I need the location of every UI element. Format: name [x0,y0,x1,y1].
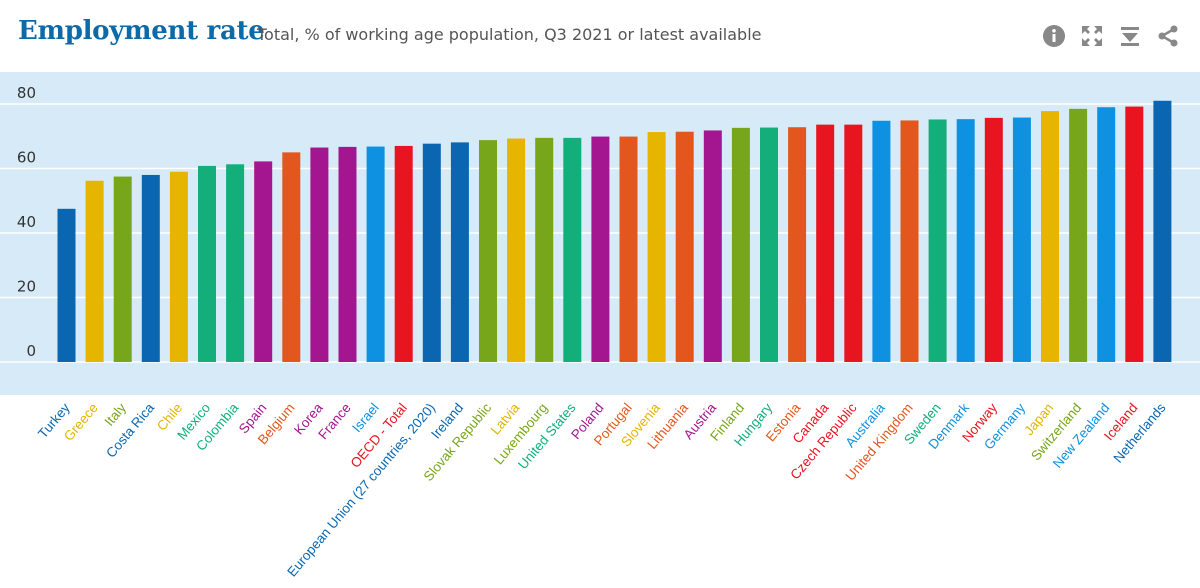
chart-header: Employment rate Total, % of working age … [0,0,1200,72]
bar [1097,107,1116,362]
bar [1125,106,1144,362]
bar [422,143,441,362]
bar [254,161,273,362]
share-icon[interactable] [1156,24,1180,48]
bar [282,152,301,362]
bar [310,147,329,362]
bar [816,124,835,362]
fullscreen-icon[interactable] [1080,24,1104,48]
bar [226,164,245,362]
bar [675,131,694,362]
bar [900,120,919,362]
bar [619,136,638,362]
bar [85,180,104,362]
y-tick-label: 40 [17,213,36,231]
bar [956,119,975,362]
bar [872,120,891,362]
bar [450,142,469,362]
chart-title: Employment rate [18,16,265,46]
bar [844,124,863,362]
bar [1041,111,1059,362]
bar [57,208,76,362]
y-tick-label: 60 [17,149,36,167]
y-tick-label: 80 [17,84,36,102]
info-icon[interactable] [1042,24,1066,48]
bar [788,127,807,362]
bar [647,132,666,362]
bar [535,137,554,362]
bar [394,145,413,362]
bar [703,130,722,362]
bar [591,136,610,362]
bar [479,140,497,362]
bar [984,117,1003,363]
bar [928,119,947,362]
download-icon[interactable] [1118,24,1142,48]
bar [169,171,188,362]
y-tick-label: 0 [26,342,36,360]
y-tick-label: 20 [17,278,36,296]
chart-subtitle: Total, % of working age population, Q3 2… [257,25,762,44]
bar [113,176,132,362]
bar [563,137,582,362]
bar [507,138,526,362]
bar [1069,108,1088,363]
bar [760,127,778,362]
toolbar [1042,22,1180,50]
bar [198,165,216,362]
bar [1153,100,1172,363]
bar [366,146,385,362]
bar [141,174,160,362]
bar [338,146,357,362]
bar [731,127,750,362]
bar [1012,117,1031,362]
